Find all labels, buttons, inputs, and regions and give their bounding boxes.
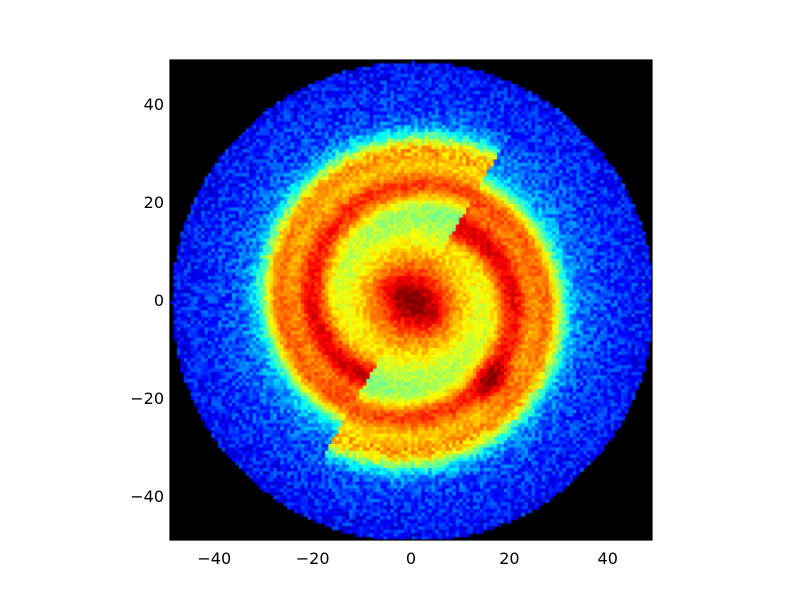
- y-axis: 40 20 0 −20 −40: [130, 95, 652, 506]
- y-tick-label: 40: [144, 95, 164, 114]
- y-tick-label: 0: [154, 291, 164, 310]
- x-axis: −40 −20 0 20 40: [197, 60, 618, 568]
- x-tick-label: −40: [197, 549, 231, 568]
- x-tick-label: −20: [296, 549, 330, 568]
- axes-frame: [169, 59, 653, 541]
- x-tick-label: 40: [598, 549, 618, 568]
- y-tick-label: 20: [144, 193, 164, 212]
- y-tick-label: −40: [130, 487, 164, 506]
- heatmap-image: [170, 60, 652, 540]
- y-tick-label: −20: [130, 389, 164, 408]
- x-tick-label: 0: [406, 549, 416, 568]
- x-tick-label: 20: [499, 549, 519, 568]
